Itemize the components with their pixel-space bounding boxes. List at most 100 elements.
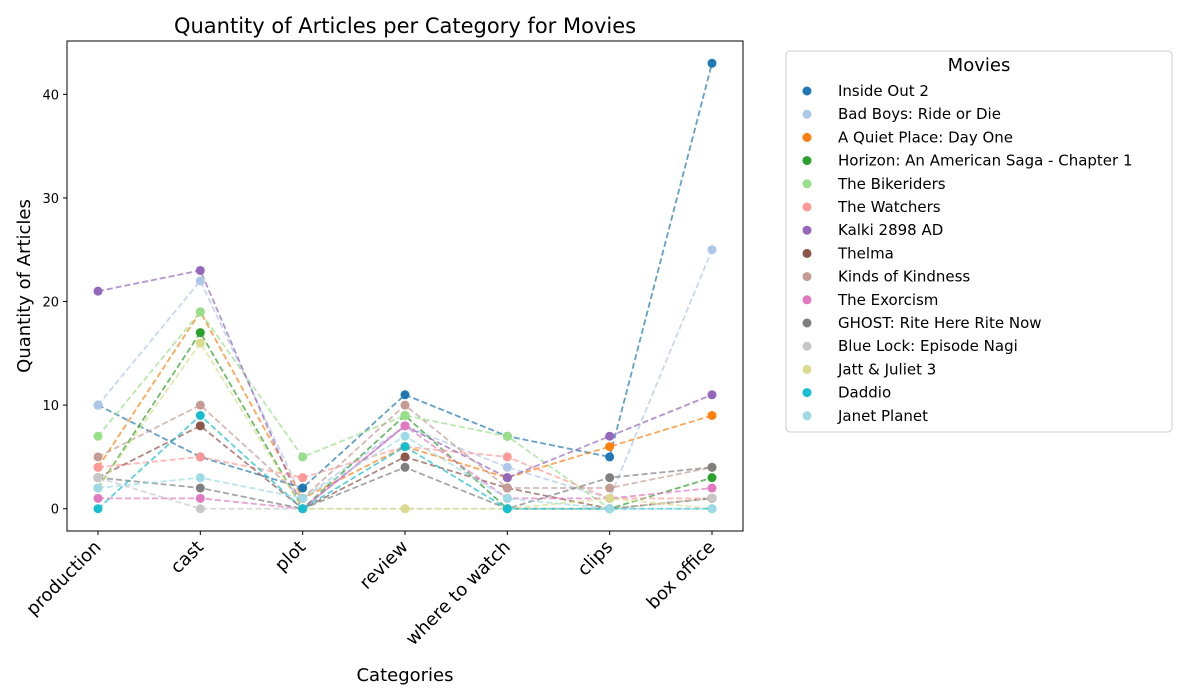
data-point-11-6 (707, 493, 717, 503)
data-point-6-0 (93, 286, 103, 296)
data-point-6-1 (195, 265, 205, 275)
legend-marker-6 (802, 225, 812, 235)
legend-label-14: Janet Planet (837, 407, 928, 425)
data-point-4-0 (93, 431, 103, 441)
data-point-14-4 (502, 493, 512, 503)
data-point-4-4 (502, 431, 512, 441)
legend-label-2: A Quiet Place: Day One (838, 128, 1013, 146)
legend-label-6: Kalki 2898 AD (838, 221, 943, 239)
data-point-12-5 (605, 493, 615, 503)
data-point-14-3 (400, 431, 410, 441)
y-tick-label: 30 (42, 192, 59, 207)
legend-entries: Inside Out 2 Bad Boys: Ride or Die A Quiet… (802, 82, 1133, 425)
legend-marker-0 (802, 86, 812, 96)
legend-label-10: GHOST: Rite Here Rite Now (838, 314, 1042, 332)
data-point-9-6 (707, 483, 717, 493)
x-axis-label: Categories (356, 665, 453, 686)
legend-marker-5 (802, 202, 812, 212)
legend-marker-13 (802, 388, 812, 398)
data-point-11-1 (195, 504, 205, 514)
data-point-10-5 (605, 473, 615, 483)
legend-marker-3 (802, 156, 812, 166)
y-tick-label: 0 (51, 503, 59, 518)
data-point-8-4 (502, 483, 512, 493)
legend-label-11: Blue Lock: Episode Nagi (838, 337, 1018, 355)
legend-marker-7 (802, 248, 812, 258)
data-point-14-0 (93, 483, 103, 493)
data-point-7-1 (195, 421, 205, 431)
x-tick-label: plot (271, 537, 310, 576)
data-point-8-5 (605, 483, 615, 493)
series-line-11 (97, 476, 713, 510)
data-point-0-6 (707, 58, 717, 68)
data-point-5-2 (298, 473, 308, 483)
data-point-14-5 (605, 504, 615, 514)
legend-label-8: Kinds of Kindness (838, 268, 970, 286)
legend-marker-8 (802, 272, 812, 282)
legend-label-7: Thelma (837, 244, 894, 262)
x-tick-label: where to watch (402, 537, 515, 650)
data-point-3-6 (707, 473, 717, 483)
series-line-6 (97, 269, 713, 511)
data-point-4-3 (400, 410, 410, 420)
data-point-8-1 (195, 400, 205, 410)
data-point-3-1 (195, 328, 205, 338)
data-point-8-3 (400, 400, 410, 410)
y-tick-label: 40 (42, 88, 59, 103)
legend-title: Movies (948, 55, 1011, 76)
series-line-10 (97, 466, 713, 510)
data-point-6-6 (707, 390, 717, 400)
x-tick-label: review (356, 537, 413, 594)
data-point-9-0 (93, 493, 103, 503)
data-point-1-4 (502, 462, 512, 472)
legend-marker-12 (802, 364, 812, 374)
data-point-1-6 (707, 245, 717, 255)
data-point-9-1 (195, 493, 205, 503)
data-point-11-0 (93, 473, 103, 483)
legend-frame (785, 50, 1173, 433)
legend-label-4: The Bikeriders (837, 175, 946, 193)
legend-label-3: Horizon: An American Saga - Chapter 1 (838, 152, 1133, 170)
data-point-13-4 (502, 504, 512, 514)
data-point-13-1 (195, 410, 205, 420)
data-point-13-0 (93, 504, 103, 514)
data-point-2-5 (605, 442, 615, 452)
x-tick-label: production (22, 537, 105, 620)
data-point-10-3 (400, 462, 410, 472)
chart-title: Quantity of Articles per Category for Mo… (174, 14, 636, 38)
data-point-6-4 (502, 473, 512, 483)
data-point-7-3 (400, 452, 410, 462)
data-point-5-4 (502, 452, 512, 462)
data-point-0-5 (605, 452, 615, 462)
data-point-12-3 (400, 504, 410, 514)
data-point-2-6 (707, 410, 717, 420)
x-tick-label: clips (574, 537, 618, 581)
legend-label-9: The Exorcism (837, 291, 938, 309)
legend-marker-4 (802, 179, 812, 189)
legend-label-1: Bad Boys: Ride or Die (838, 105, 1001, 123)
y-axis-label: Quantity of Articles (14, 199, 35, 373)
data-point-4-1 (195, 307, 205, 317)
data-point-14-2 (298, 493, 308, 503)
data-point-5-1 (195, 452, 205, 462)
series-lines (97, 63, 713, 511)
data-point-14-1 (195, 473, 205, 483)
y-tick-label: 20 (42, 296, 59, 311)
data-point-13-3 (400, 442, 410, 452)
data-point-10-1 (195, 483, 205, 493)
data-point-12-1 (195, 338, 205, 348)
legend-label-12: Jatt & Juliet 3 (837, 360, 936, 378)
legend-marker-9 (802, 295, 812, 305)
x-tick-label: box office (643, 537, 720, 614)
data-point-9-3 (400, 421, 410, 431)
legend-marker-2 (802, 132, 812, 142)
series-points (93, 58, 717, 514)
y-tick-label: 10 (42, 399, 59, 414)
data-point-0-2 (298, 483, 308, 493)
data-point-10-6 (707, 462, 717, 472)
data-point-13-2 (298, 504, 308, 514)
data-point-5-0 (93, 462, 103, 472)
legend-marker-11 (802, 341, 812, 351)
